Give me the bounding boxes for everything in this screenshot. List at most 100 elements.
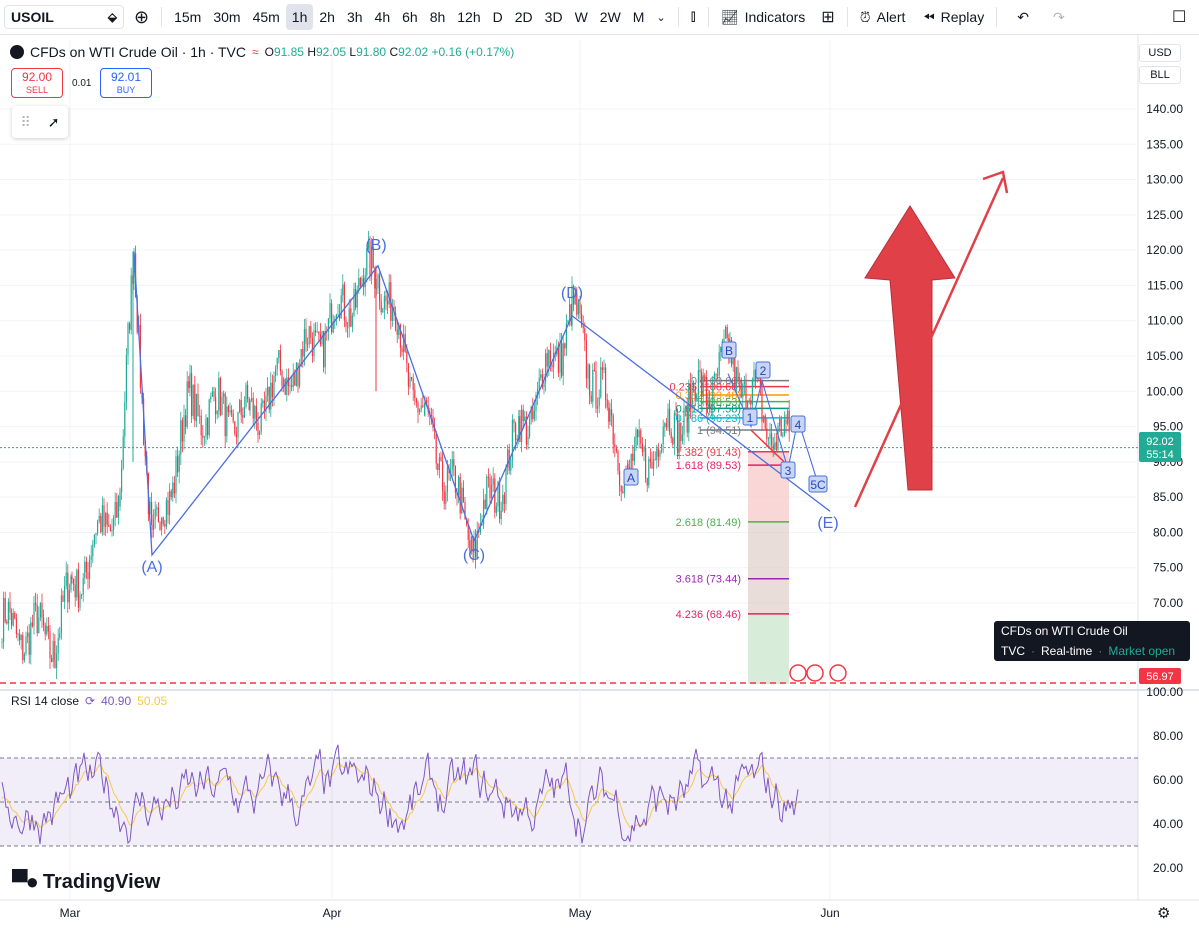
candle-body xyxy=(311,337,313,357)
sell-price: 92.00 xyxy=(21,70,53,84)
candle-body xyxy=(487,476,489,478)
timeframe-6h[interactable]: 6h xyxy=(402,9,418,25)
candle-body xyxy=(605,367,607,400)
undo-icon[interactable]: ↶ xyxy=(1017,8,1029,25)
symbol-search[interactable]: USOIL ⬙ xyxy=(4,5,124,29)
candle-body xyxy=(82,577,84,595)
candle-body xyxy=(183,415,185,442)
candle-body xyxy=(619,470,621,486)
unit-select[interactable]: BLL xyxy=(1139,66,1181,84)
candle-body xyxy=(100,515,102,533)
candle-body xyxy=(689,383,691,410)
wave-label: 4 xyxy=(795,418,802,432)
candle-body xyxy=(197,393,199,417)
timeframe-15m[interactable]: 15m xyxy=(174,9,202,25)
replay-button[interactable]: ⏪︎ Replay xyxy=(917,4,990,30)
candle-body xyxy=(248,399,250,411)
candle-body xyxy=(743,381,745,385)
timeframe-1h[interactable]: 1h xyxy=(285,4,314,30)
candle-body xyxy=(130,275,132,330)
timeframe-4h[interactable]: 4h xyxy=(374,9,391,25)
cursor-icon[interactable]: ➚ xyxy=(47,113,60,130)
wave-label-box xyxy=(721,341,737,359)
timeframe-d[interactable]: D xyxy=(492,9,503,25)
sell-button[interactable]: 92.00 SELL xyxy=(11,68,63,98)
timeframe-3h[interactable]: 3h xyxy=(346,9,363,25)
candles-icon[interactable]: ⫾ xyxy=(690,8,696,25)
candle-body xyxy=(348,308,350,327)
candle-body xyxy=(678,422,680,453)
candle-body xyxy=(458,476,460,495)
candle-body xyxy=(567,319,569,324)
candle-body xyxy=(527,436,529,445)
fib-level-label: 3.618 (73.44) xyxy=(676,574,741,586)
symbol-dropdown-icon[interactable]: ⬙ xyxy=(107,10,117,24)
candle-body xyxy=(226,406,228,437)
candle-body xyxy=(242,415,244,418)
timeframe-m[interactable]: M xyxy=(632,9,645,25)
candle-body xyxy=(387,300,389,305)
candle-body xyxy=(247,384,249,400)
candle-body xyxy=(646,478,648,486)
candle-body xyxy=(207,418,209,436)
candle-body xyxy=(189,373,191,388)
candle-body xyxy=(19,633,21,641)
alert-button[interactable]: ⏰︎ Alert xyxy=(854,4,912,30)
timeframe-2w[interactable]: 2W xyxy=(599,9,621,25)
candle-body xyxy=(156,507,158,509)
chart-canvas[interactable]: 140.00135.00130.00125.00120.00115.00110.… xyxy=(0,35,1199,932)
rsi-settings-icon[interactable]: ⟳ xyxy=(85,694,96,708)
timeframe-2d[interactable]: 2D xyxy=(514,9,533,25)
wave-label: (C) xyxy=(463,547,485,564)
candle-body xyxy=(30,622,32,655)
candle-body xyxy=(121,468,123,493)
candle-body xyxy=(759,378,761,389)
candle-body xyxy=(195,393,197,421)
replay-icon: ⏪︎ xyxy=(923,8,935,25)
candle-body xyxy=(154,508,156,520)
candle-body xyxy=(340,295,342,319)
indicators-button[interactable]: 📈︎ Indicators xyxy=(715,4,811,30)
candle-body xyxy=(47,626,49,632)
open-key: O xyxy=(264,45,274,59)
timeframe-45m[interactable]: 45m xyxy=(252,9,280,25)
event-flag-icon xyxy=(829,664,847,682)
tooltip-status: Market open xyxy=(1108,644,1176,658)
event-flag-icon xyxy=(789,664,807,682)
currency-select[interactable]: USD xyxy=(1139,44,1181,62)
price-axis-label: 135.00 xyxy=(1146,137,1183,151)
candle-body xyxy=(371,246,373,277)
candle-body xyxy=(763,415,765,423)
candle-body xyxy=(95,533,97,535)
candle-body xyxy=(415,398,417,403)
candle-body xyxy=(545,353,547,383)
timeframe-30m[interactable]: 30m xyxy=(213,9,241,25)
buy-button[interactable]: 92.01 BUY xyxy=(100,68,152,98)
candle-body xyxy=(774,442,776,450)
candle-body xyxy=(181,420,183,442)
wave-label-box xyxy=(780,461,796,479)
candle-body xyxy=(525,416,527,445)
candle-body xyxy=(419,409,421,413)
candle-body xyxy=(611,409,613,416)
candle-body xyxy=(295,362,297,386)
timeframe-3d[interactable]: 3D xyxy=(544,9,563,25)
templates-icon[interactable]: ⊞ xyxy=(821,9,835,26)
timeframe-12h[interactable]: 12h xyxy=(457,9,481,25)
candle-body xyxy=(640,430,642,444)
timeframe-2h[interactable]: 2h xyxy=(319,9,335,25)
candle-body xyxy=(492,478,494,485)
add-symbol-icon[interactable]: ⊕ xyxy=(134,6,150,27)
timeframe-w[interactable]: W xyxy=(574,9,588,25)
timeframe-dropdown-icon[interactable]: ⌄ xyxy=(656,11,666,24)
candle-body xyxy=(450,469,452,473)
drag-handle-icon[interactable]: ⠿ xyxy=(20,113,31,130)
fullscreen-icon[interactable]: ☐ xyxy=(1172,9,1187,26)
redo-icon[interactable]: ↷ xyxy=(1052,8,1065,25)
candle-body xyxy=(701,372,703,398)
wave-label: B xyxy=(725,344,733,358)
candle-body xyxy=(559,343,561,373)
timeframe-8h[interactable]: 8h xyxy=(429,9,446,25)
chart-settings-icon[interactable]: ⚙︎ xyxy=(1157,905,1171,922)
candle-body xyxy=(584,328,586,341)
